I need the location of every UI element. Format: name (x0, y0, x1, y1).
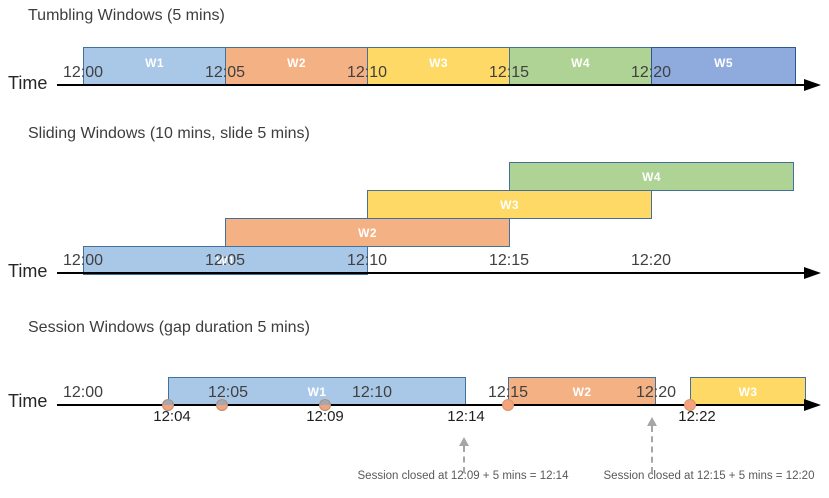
tumbling-section: Tumbling Windows (5 mins) Time W1 W2 W3 … (0, 0, 829, 110)
tumbling-timeline (57, 84, 806, 86)
tumbling-title: Tumbling Windows (5 mins) (28, 7, 225, 24)
tick-label: 12:05 (204, 252, 246, 269)
event-dot (502, 399, 514, 411)
sliding-timeline (57, 272, 806, 274)
session-close-arrow-icon (647, 417, 657, 426)
window-label: W3 (429, 56, 448, 70)
sliding-window-w2: W2 (225, 218, 510, 247)
event-dot (162, 399, 174, 411)
tick-label: 12:00 (62, 64, 104, 81)
tumbling-window-w3: W3 (367, 47, 510, 86)
tick-label: 12:20 (635, 384, 677, 401)
tick-label: 12:10 (351, 384, 393, 401)
sliding-time-axis-label: Time (8, 261, 48, 281)
event-time-label: 12:22 (678, 408, 716, 425)
tick-label: 12:10 (346, 64, 388, 81)
event-time-label: 12:09 (306, 408, 344, 425)
session-title: Session Windows (gap duration 5 mins) (28, 319, 310, 336)
session-close-arrow-icon (459, 437, 469, 446)
event-time-label: 12:14 (447, 408, 485, 425)
event-dot (216, 399, 228, 411)
session-close-arrow-line (463, 446, 465, 473)
timeline-arrowhead-icon (804, 399, 821, 411)
session-timeline (57, 404, 806, 406)
timeline-arrowhead-icon (804, 267, 821, 279)
window-label: W2 (358, 225, 377, 240)
window-label: W2 (287, 56, 306, 70)
session-close-annotation: Session closed at 12:15 + 5 mins = 12:20 (603, 470, 815, 482)
tick-label: 12:20 (630, 64, 672, 81)
sliding-title: Sliding Windows (10 mins, slide 5 mins) (28, 125, 310, 142)
window-label: W1 (145, 56, 164, 70)
tick-label: 12:15 (488, 64, 530, 81)
tick-label: 12:20 (630, 252, 672, 269)
window-label: W1 (307, 384, 327, 399)
sliding-window-w3: W3 (367, 190, 652, 219)
tick-label: 12:05 (207, 384, 249, 401)
event-dot (684, 399, 696, 411)
window-label: W1 (216, 253, 235, 268)
window-label: W4 (642, 169, 661, 184)
sliding-window-w4: W4 (509, 162, 794, 191)
event-dot (319, 399, 331, 411)
window-label: W2 (572, 384, 592, 399)
session-window-w3: W3 (690, 377, 806, 406)
tumbling-time-axis-label: Time (8, 73, 48, 93)
window-label: W3 (500, 197, 519, 212)
tumbling-window-w5: W5 (651, 47, 796, 86)
tick-label: 12:15 (488, 252, 530, 269)
tick-label: 12:00 (62, 384, 104, 401)
window-label: W3 (738, 384, 758, 399)
tick-label: 12:05 (204, 64, 246, 81)
event-time-label: 12:04 (153, 408, 191, 425)
tumbling-window-w1: W1 (83, 47, 226, 86)
session-time-axis-label: Time (8, 391, 48, 411)
timeline-arrowhead-icon (804, 79, 821, 91)
sliding-window-w1: W1 (83, 246, 368, 275)
session-close-arrow-line (651, 426, 653, 473)
tick-label: 12:00 (62, 252, 104, 269)
window-label: W4 (571, 56, 590, 70)
session-close-annotation: Session closed at 12:09 + 5 mins = 12:14 (357, 470, 569, 482)
tick-label: 12:15 (487, 384, 529, 401)
window-label: W5 (714, 56, 733, 70)
session-window-w2: W2 (508, 377, 656, 406)
tick-label: 12:10 (346, 252, 388, 269)
